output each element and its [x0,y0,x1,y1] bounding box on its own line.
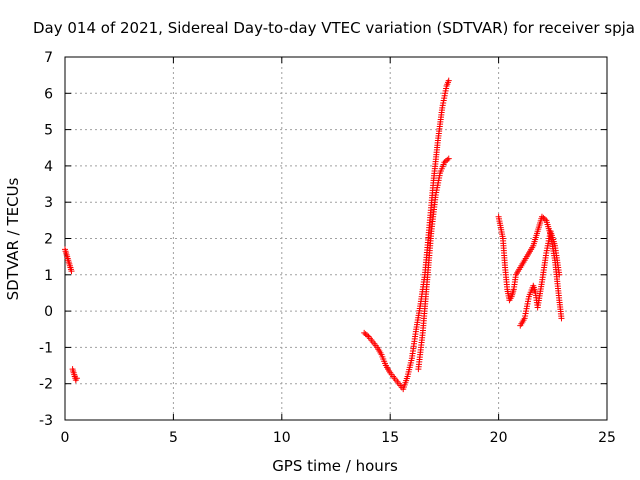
data-points [62,77,565,393]
data-point-plus [556,271,563,278]
x-axis-label: GPS time / hours [272,457,398,475]
y-tick-label: 0 [44,304,53,320]
y-tick-label: 6 [44,86,53,102]
data-point-plus [445,155,452,162]
data-point-plus [68,268,75,275]
data-point-plus [444,156,451,163]
data-point-plus [558,315,565,322]
y-tick-label: -3 [39,413,53,429]
x-tick-label: 10 [273,430,291,446]
data-point-plus [73,375,80,382]
y-tick-label: -2 [39,377,53,393]
y-tick-label: 3 [44,195,53,211]
data-point-plus [364,332,371,339]
y-tick-labels: -3 -2 -1 0 1 2 3 4 5 6 7 [39,50,53,429]
x-tick-label: 25 [598,430,616,446]
y-tick-label: 4 [44,159,53,175]
y-tick-label: -1 [39,340,53,356]
grid [65,57,607,420]
x-tick-label: 5 [169,430,178,446]
x-tick-label: 0 [61,430,70,446]
y-tick-label: 7 [44,50,53,66]
y-tick-label: 1 [44,268,53,284]
y-axis-label: SDTVAR / TECUs [4,177,22,300]
y-tick-label: 5 [44,123,53,139]
data-point-plus [541,216,548,223]
x-tick-label: 20 [490,430,508,446]
x-tick-labels: 0 5 10 15 20 25 [61,430,616,446]
data-point-plus [445,77,452,84]
plot-frame [64,56,608,421]
chart-title: Day 014 of 2021, Sidereal Day-to-day VTE… [33,19,635,37]
y-tick-label: 2 [44,232,53,248]
x-tick-label: 15 [381,430,399,446]
